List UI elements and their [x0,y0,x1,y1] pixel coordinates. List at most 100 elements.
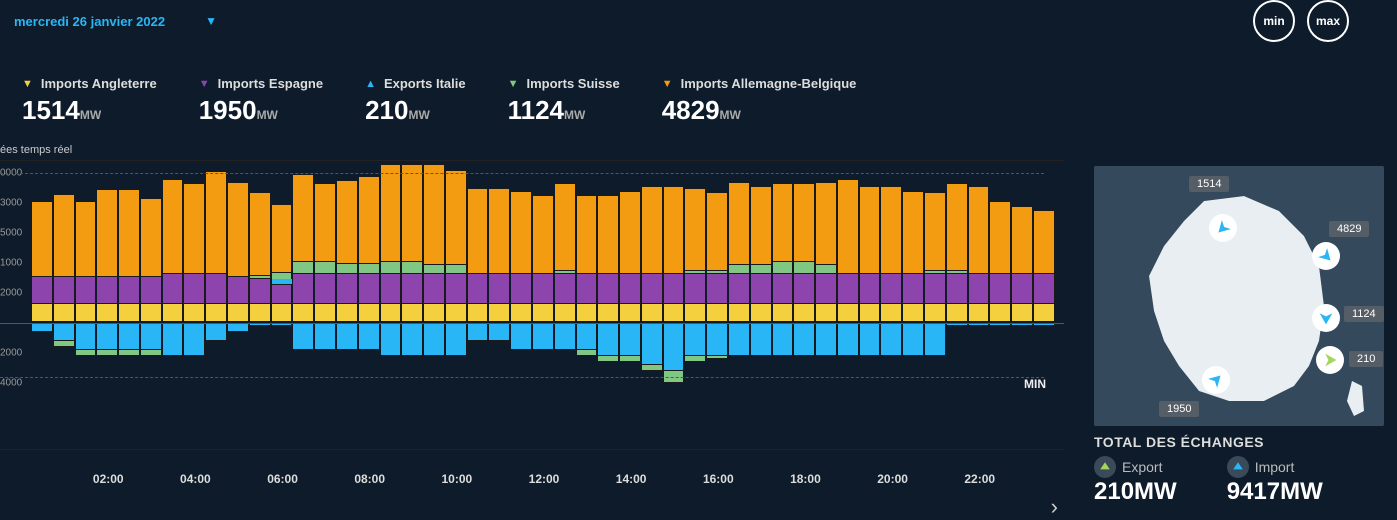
bar-seg-orange [664,186,685,273]
bar-seg-down-cyan [119,323,140,350]
map-badge-suisse: 1124 [1344,306,1384,322]
legend-italie[interactable]: ▲Exports Italie210MW [365,76,466,126]
bar-slot [685,161,707,449]
bar-seg-down-cyan [511,323,532,350]
bar-seg-down-green [97,350,118,356]
bar-slot [729,161,751,449]
bar-seg-yellow [32,303,53,321]
bar-seg-down-green [642,365,663,371]
bar-seg-yellow [184,303,205,321]
bar-seg-green [794,261,815,273]
bar-seg-orange [838,179,859,274]
legend-espagne[interactable]: ▼Imports Espagne1950MW [199,76,323,126]
legend-value: 1514MW [22,95,157,126]
bar-seg-down-cyan [860,323,881,356]
bar-seg-orange [1012,206,1033,274]
legend-angleterre[interactable]: ▼Imports Angleterre1514MW [22,76,157,126]
bar-seg-down-cyan [446,323,467,356]
bar-seg-yellow [1012,303,1033,321]
bar-seg-down-cyan [228,323,249,332]
bar-seg-purple [272,284,293,304]
bar-seg-yellow [969,303,990,321]
min-button[interactable]: min [1253,0,1295,42]
bar-seg-yellow [119,303,140,321]
bar-seg-yellow [794,303,815,321]
bar-seg-yellow [315,303,336,321]
bar-slot [533,161,555,449]
export-icon [1094,456,1116,478]
max-button[interactable]: max [1307,0,1349,42]
chart-next-arrow[interactable]: › [1051,494,1058,520]
bar-seg-yellow [773,303,794,321]
bar-slot [32,161,54,449]
bar-slot [1034,161,1056,449]
bar-seg-yellow [751,303,772,321]
bar-seg-yellow [947,303,968,321]
bar-seg-yellow [228,303,249,321]
legend-row: ▼Imports Angleterre1514MW▼Imports Espagn… [0,42,1397,126]
bar-seg-down-cyan [881,323,902,356]
y-tick-label: 4000 [0,378,22,389]
bar-seg-orange [337,180,358,263]
chart-dashed-line [0,377,1044,378]
chart-baseline [0,323,1064,324]
bar-slot [468,161,490,449]
bar-seg-orange [533,195,554,273]
bar-seg-purple [642,273,663,303]
bar-seg-yellow [402,303,423,321]
chart-dashed-line [0,173,1044,174]
bar-seg-green [685,270,706,273]
bar-seg-purple [163,273,184,303]
bar-seg-orange [359,176,380,263]
bar-seg-yellow [860,303,881,321]
map-arrow-icon [1312,304,1340,332]
bar-seg-purple [947,273,968,303]
bar-seg-yellow [206,303,227,321]
bar-seg-orange [293,174,314,261]
bar-slot [969,161,991,449]
legend-value: 1124MW [508,95,620,126]
date-selector[interactable]: mercredi 26 janvier 2022 ▼ [0,8,237,35]
bar-seg-down-cyan [381,323,402,356]
legend-allemagne[interactable]: ▼Imports Allemagne-Belgique4829MW [662,76,857,126]
x-tick-label: 22:00 [964,472,995,486]
bar-seg-down-cyan [163,323,184,356]
legend-label: Imports Angleterre [41,76,157,91]
bar-slot [315,161,337,449]
bar-seg-purple [860,273,881,303]
bar-seg-orange [577,195,598,273]
x-tick-label: 06:00 [267,472,298,486]
bar-seg-green [816,264,837,273]
bar-seg-orange [620,191,641,274]
x-tick-label: 10:00 [441,472,472,486]
legend-suisse[interactable]: ▼Imports Suisse1124MW [508,76,620,126]
bar-seg-purple [293,273,314,303]
map-badge-espagne: 1950 [1159,401,1199,417]
bar-seg-down-cyan [598,323,619,356]
bar-seg-down-green [620,356,641,362]
bar-seg-purple [250,278,271,304]
bar-seg-orange [598,195,619,273]
bar-slot [141,161,163,449]
bar-seg-purple [751,273,772,303]
x-tick-label: 12:00 [529,472,560,486]
date-text: mercredi 26 janvier 2022 [14,14,165,29]
legend-value: 1950MW [199,95,323,126]
bar-seg-orange [272,204,293,272]
bar-seg-green [751,264,772,273]
bar-seg-purple [337,273,358,303]
bar-seg-down-cyan [773,323,794,356]
bar-slot [794,161,816,449]
map-arrow-icon [1209,214,1237,242]
bar-seg-purple [141,276,162,303]
bar-seg-purple [925,273,946,303]
map-arrow-icon [1312,242,1340,270]
bar-seg-down-green [707,356,728,359]
bar-seg-purple [773,273,794,303]
bar-seg-yellow [577,303,598,321]
bar-seg-yellow [533,303,554,321]
bar-seg-yellow [925,303,946,321]
bar-seg-down-cyan [925,323,946,356]
bar-seg-down-green [76,350,97,356]
bar-seg-down-green [685,356,706,362]
